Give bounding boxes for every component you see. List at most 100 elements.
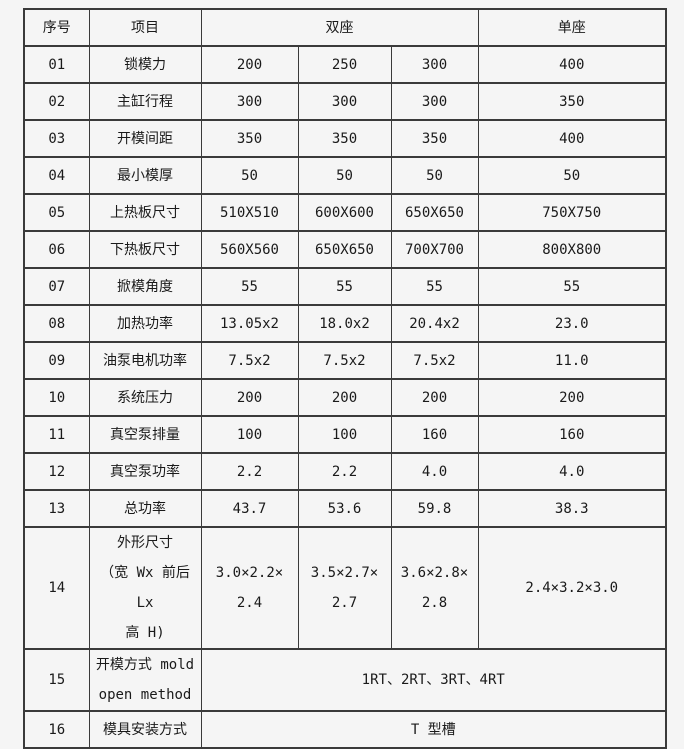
- table-row: 11 真空泵排量 100 100 160 160: [23, 415, 667, 454]
- value-cell: 50: [390, 156, 479, 195]
- value-cell: 38.3: [477, 489, 667, 528]
- table-row: 01 锁模力 200 250 300 400: [23, 45, 667, 84]
- value-cell: 100: [297, 415, 392, 454]
- table-row: 03 开模间距 350 350 350 400: [23, 119, 667, 158]
- value-cell: 55: [297, 267, 392, 306]
- value-cell: 43.7: [200, 489, 299, 528]
- value-cell: 50: [200, 156, 299, 195]
- table-row: 02 主缸行程 300 300 300 350: [23, 82, 667, 121]
- value-cell: 55: [477, 267, 667, 306]
- table-row: 13 总功率 43.7 53.6 59.8 38.3: [23, 489, 667, 528]
- row-number-cell: 04: [23, 156, 90, 195]
- value-cell: 3.0×2.2× 2.4: [200, 526, 299, 650]
- item-cell: 真空泵排量: [88, 415, 202, 454]
- value-cell: 3.6×2.8× 2.8: [390, 526, 479, 650]
- row-number-cell: 07: [23, 267, 90, 306]
- row-number-cell: 11: [23, 415, 90, 454]
- value-cell: 300: [390, 82, 479, 121]
- table-row: 10 系统压力 200 200 200 200: [23, 378, 667, 417]
- row-number-cell: 13: [23, 489, 90, 528]
- item-cell: 系统压力: [88, 378, 202, 417]
- item-cell: 锁模力: [88, 45, 202, 84]
- item-cell: 上热板尺寸: [88, 193, 202, 232]
- value-cell: 650X650: [297, 230, 392, 269]
- item-cell: 下热板尺寸: [88, 230, 202, 269]
- item-cell: 油泵电机功率: [88, 341, 202, 380]
- item-cell: 主缸行程: [88, 82, 202, 121]
- row-number-cell: 06: [23, 230, 90, 269]
- value-cell: 100: [200, 415, 299, 454]
- table-row: 08 加热功率 13.05x2 18.0x2 20.4x2 23.0: [23, 304, 667, 343]
- value-cell: 20.4x2: [390, 304, 479, 343]
- value-cell: 2.4×3.2×3.0: [477, 526, 667, 650]
- row-number-cell: 09: [23, 341, 90, 380]
- value-cell: 350: [200, 119, 299, 158]
- value-cell: 200: [297, 378, 392, 417]
- item-cell: 加热功率: [88, 304, 202, 343]
- value-cell: 55: [200, 267, 299, 306]
- table-row: 15 开模方式 mold open method 1RT、2RT、3RT、4RT: [23, 648, 667, 712]
- value-cell: 55: [390, 267, 479, 306]
- value-cell: 350: [297, 119, 392, 158]
- item-cell: 开模方式 mold open method: [88, 648, 202, 712]
- table-row: 16 模具安装方式 T 型槽: [23, 710, 667, 749]
- row-number-cell: 03: [23, 119, 90, 158]
- value-cell: 160: [390, 415, 479, 454]
- value-cell: 350: [390, 119, 479, 158]
- item-cell: 外形尺寸 （宽 Wx 前后 Lx 高 H): [88, 526, 202, 650]
- value-cell: 250: [297, 45, 392, 84]
- value-cell: 350: [477, 82, 667, 121]
- value-cell: 53.6: [297, 489, 392, 528]
- value-cell: 3.5×2.7× 2.7: [297, 526, 392, 650]
- value-cell: 2.2: [297, 452, 392, 491]
- value-cell: 650X650: [390, 193, 479, 232]
- item-cell: 最小模厚: [88, 156, 202, 195]
- item-cell: 总功率: [88, 489, 202, 528]
- row-number-cell: 12: [23, 452, 90, 491]
- value-cell: 560X560: [200, 230, 299, 269]
- item-cell: 模具安装方式: [88, 710, 202, 749]
- row-number-cell: 01: [23, 45, 90, 84]
- value-cell: 300: [200, 82, 299, 121]
- table-header-row: 序号 项目 双座 单座: [23, 8, 667, 47]
- row-number-cell: 16: [23, 710, 90, 749]
- row-number-cell: 05: [23, 193, 90, 232]
- value-cell: 11.0: [477, 341, 667, 380]
- value-cell: 23.0: [477, 304, 667, 343]
- value-cell: 750X750: [477, 193, 667, 232]
- table-row: 12 真空泵功率 2.2 2.2 4.0 4.0: [23, 452, 667, 491]
- table-row: 06 下热板尺寸 560X560 650X650 700X700 800X800: [23, 230, 667, 269]
- spec-table: 序号 项目 双座 单座 01 锁模力 200 250 300 400 02 主缸…: [23, 8, 667, 749]
- value-cell: 300: [390, 45, 479, 84]
- value-cell: 200: [200, 45, 299, 84]
- row-number-cell: 08: [23, 304, 90, 343]
- value-cell-span: T 型槽: [200, 710, 667, 749]
- item-cell: 开模间距: [88, 119, 202, 158]
- value-cell: 13.05x2: [200, 304, 299, 343]
- row-number-cell: 14: [23, 526, 90, 650]
- value-cell: 59.8: [390, 489, 479, 528]
- table-row: 09 油泵电机功率 7.5x2 7.5x2 7.5x2 11.0: [23, 341, 667, 380]
- row-number-cell: 10: [23, 378, 90, 417]
- value-cell: 50: [297, 156, 392, 195]
- value-cell: 800X800: [477, 230, 667, 269]
- value-cell: 700X700: [390, 230, 479, 269]
- value-cell: 300: [297, 82, 392, 121]
- table-row: 14 外形尺寸 （宽 Wx 前后 Lx 高 H) 3.0×2.2× 2.4 3.…: [23, 526, 667, 650]
- table-row: 05 上热板尺寸 510X510 600X600 650X650 750X750: [23, 193, 667, 232]
- value-cell: 4.0: [477, 452, 667, 491]
- header-col-single: 单座: [477, 8, 667, 47]
- row-number-cell: 02: [23, 82, 90, 121]
- value-cell: 160: [477, 415, 667, 454]
- row-number-cell: 15: [23, 648, 90, 712]
- value-cell: 200: [200, 378, 299, 417]
- table-row: 07 掀模角度 55 55 55 55: [23, 267, 667, 306]
- value-cell: 4.0: [390, 452, 479, 491]
- header-col-item: 项目: [88, 8, 202, 47]
- value-cell: 2.2: [200, 452, 299, 491]
- value-cell: 600X600: [297, 193, 392, 232]
- value-cell: 7.5x2: [297, 341, 392, 380]
- value-cell: 50: [477, 156, 667, 195]
- value-cell-span: 1RT、2RT、3RT、4RT: [200, 648, 667, 712]
- value-cell: 7.5x2: [390, 341, 479, 380]
